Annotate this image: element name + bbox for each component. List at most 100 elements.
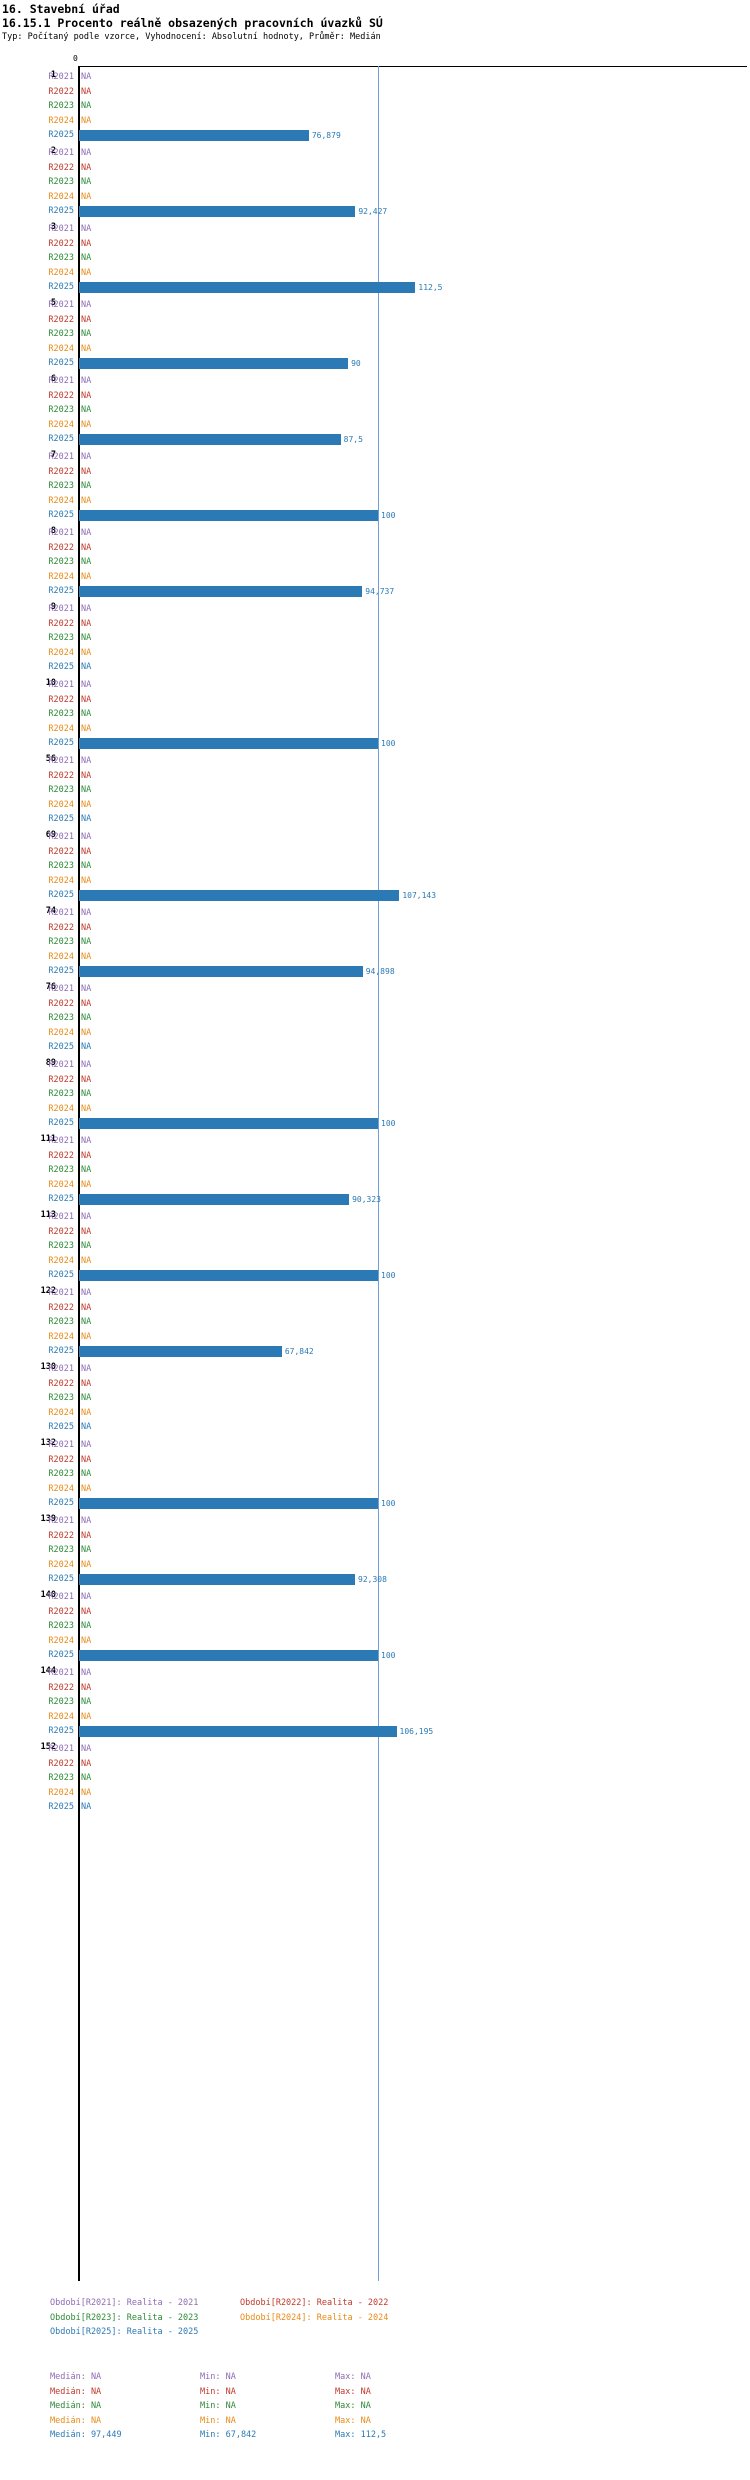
bar[interactable]	[79, 357, 349, 370]
bar[interactable]	[79, 737, 378, 750]
bar-row[interactable]: R2025 90,323	[0, 1192, 750, 1207]
bar-row[interactable]: R2024 NA	[0, 570, 750, 585]
bar-row[interactable]: R2025 106,195	[0, 1724, 750, 1739]
bar-row[interactable]: R2022 NA	[0, 693, 750, 708]
bar-row[interactable]: R2025 100	[0, 1648, 750, 1663]
bar-row[interactable]: R2025 87,5	[0, 432, 750, 447]
bar-row[interactable]: R2023 NA	[0, 859, 750, 874]
bar-row[interactable]: R2024 NA	[0, 1254, 750, 1269]
bar-row[interactable]: R2021 NA	[0, 1666, 750, 1681]
bar-row[interactable]: R2023 NA	[0, 99, 750, 114]
bar[interactable]	[79, 1573, 355, 1586]
bar-row[interactable]: R2023 NA	[0, 1695, 750, 1710]
bar-row[interactable]: R2024 NA	[0, 190, 750, 205]
bar-row[interactable]: R2021 NA	[0, 830, 750, 845]
bar-row[interactable]: R2025 NA	[0, 1420, 750, 1435]
legend-item[interactable]: Období[R2025]: Realita - 2025	[50, 2327, 199, 2337]
bar-row[interactable]: R2024 NA	[0, 874, 750, 889]
bar-row[interactable]: R2023 NA	[0, 175, 750, 190]
bar-row[interactable]: R2022 NA	[0, 1149, 750, 1164]
bar-row[interactable]: R2021 NA	[0, 298, 750, 313]
bar-row[interactable]: R2024 NA	[0, 798, 750, 813]
bar-row[interactable]: R2022 NA	[0, 845, 750, 860]
bar-row[interactable]: R2022 NA	[0, 997, 750, 1012]
bar-row[interactable]: R2024 NA	[0, 1102, 750, 1117]
bar-row[interactable]: R2021 NA	[0, 1742, 750, 1757]
bar-row[interactable]: R2024 NA	[0, 1482, 750, 1497]
bar-row[interactable]: R2021 NA	[0, 1514, 750, 1529]
bar[interactable]	[79, 433, 341, 446]
bar-row[interactable]: R2024 NA	[0, 418, 750, 433]
bar-row[interactable]: R2021 NA	[0, 1286, 750, 1301]
legend-item[interactable]: Období[R2021]: Realita - 2021	[50, 2298, 199, 2308]
bar-row[interactable]: R2022 NA	[0, 617, 750, 632]
bar-row[interactable]: R2024 NA	[0, 722, 750, 737]
bar-row[interactable]: R2022 NA	[0, 389, 750, 404]
bar-row[interactable]: R2025 100	[0, 1116, 750, 1131]
bar-row[interactable]: R2021 NA	[0, 374, 750, 389]
bar-row[interactable]: R2021 NA	[0, 754, 750, 769]
bar-row[interactable]: R2023 NA	[0, 631, 750, 646]
bar-row[interactable]: R2025 76,879	[0, 128, 750, 143]
bar-row[interactable]: R2023 NA	[0, 1087, 750, 1102]
bar-row[interactable]: R2023 NA	[0, 1543, 750, 1558]
bar-row[interactable]: R2023 NA	[0, 707, 750, 722]
bar-row[interactable]: R2025 NA	[0, 660, 750, 675]
bar-row[interactable]: R2021 NA	[0, 526, 750, 541]
bar-row[interactable]: R2024 NA	[0, 494, 750, 509]
bar[interactable]	[79, 1193, 350, 1206]
bar-row[interactable]: R2023 NA	[0, 251, 750, 266]
bar-row[interactable]: R2024 NA	[0, 114, 750, 129]
bar-row[interactable]: R2021 NA	[0, 1210, 750, 1225]
legend-item[interactable]: Období[R2024]: Realita - 2024	[240, 2312, 389, 2323]
bar-row[interactable]: R2023 NA	[0, 1163, 750, 1178]
bar-row[interactable]: R2023 NA	[0, 479, 750, 494]
bar-row[interactable]: R2025 94,737	[0, 584, 750, 599]
bar-row[interactable]: R2025 NA	[0, 1800, 750, 1815]
bar[interactable]	[79, 965, 363, 978]
bar-row[interactable]: R2023 NA	[0, 783, 750, 798]
bar-row[interactable]: R2021 NA	[0, 222, 750, 237]
legend-item[interactable]: Období[R2023]: Realita - 2023	[50, 2312, 199, 2323]
bar[interactable]	[79, 205, 356, 218]
bar-row[interactable]: R2023 NA	[0, 1239, 750, 1254]
bar-row[interactable]: R2023 NA	[0, 1315, 750, 1330]
bar-row[interactable]: R2022 NA	[0, 1453, 750, 1468]
bar-row[interactable]: R2022 NA	[0, 1301, 750, 1316]
bar[interactable]	[79, 509, 378, 522]
bar-row[interactable]: R2025 NA	[0, 812, 750, 827]
bar-row[interactable]: R2025 100	[0, 1268, 750, 1283]
bar-row[interactable]: R2021 NA	[0, 982, 750, 997]
bar[interactable]	[79, 1497, 378, 1510]
bar-row[interactable]: R2024 NA	[0, 1178, 750, 1193]
bar-row[interactable]: R2022 NA	[0, 161, 750, 176]
bar-row[interactable]: R2022 NA	[0, 1073, 750, 1088]
bar-row[interactable]: R2024 NA	[0, 1634, 750, 1649]
bar-row[interactable]: R2025 92,308	[0, 1572, 750, 1587]
bar-row[interactable]: R2022 NA	[0, 465, 750, 480]
bar-row[interactable]: R2021 NA	[0, 1058, 750, 1073]
bar[interactable]	[79, 1345, 282, 1358]
bar-row[interactable]: R2024 NA	[0, 1026, 750, 1041]
bar-row[interactable]: R2025 94,898	[0, 964, 750, 979]
bar-row[interactable]: R2021 NA	[0, 1438, 750, 1453]
bar-row[interactable]: R2022 NA	[0, 1681, 750, 1696]
bar-row[interactable]: R2025 112,5	[0, 280, 750, 295]
bar-row[interactable]: R2025 NA	[0, 1040, 750, 1055]
bar-row[interactable]: R2024 NA	[0, 1330, 750, 1345]
bar-row[interactable]: R2022 NA	[0, 1529, 750, 1544]
bar-row[interactable]: R2025 100	[0, 508, 750, 523]
bar-row[interactable]: R2024 NA	[0, 1406, 750, 1421]
bar-row[interactable]: R2023 NA	[0, 555, 750, 570]
bar-row[interactable]: R2021 NA	[0, 678, 750, 693]
bar[interactable]	[79, 1649, 378, 1662]
bar-row[interactable]: R2022 NA	[0, 769, 750, 784]
bar-row[interactable]: R2024 NA	[0, 1786, 750, 1801]
bar-row[interactable]: R2024 NA	[0, 1710, 750, 1725]
bar-row[interactable]: R2022 NA	[0, 1605, 750, 1620]
bar-row[interactable]: R2023 NA	[0, 1011, 750, 1026]
bar-row[interactable]: R2022 NA	[0, 313, 750, 328]
bar-row[interactable]: R2022 NA	[0, 541, 750, 556]
bar-row[interactable]: R2024 NA	[0, 646, 750, 661]
bar[interactable]	[79, 889, 400, 902]
